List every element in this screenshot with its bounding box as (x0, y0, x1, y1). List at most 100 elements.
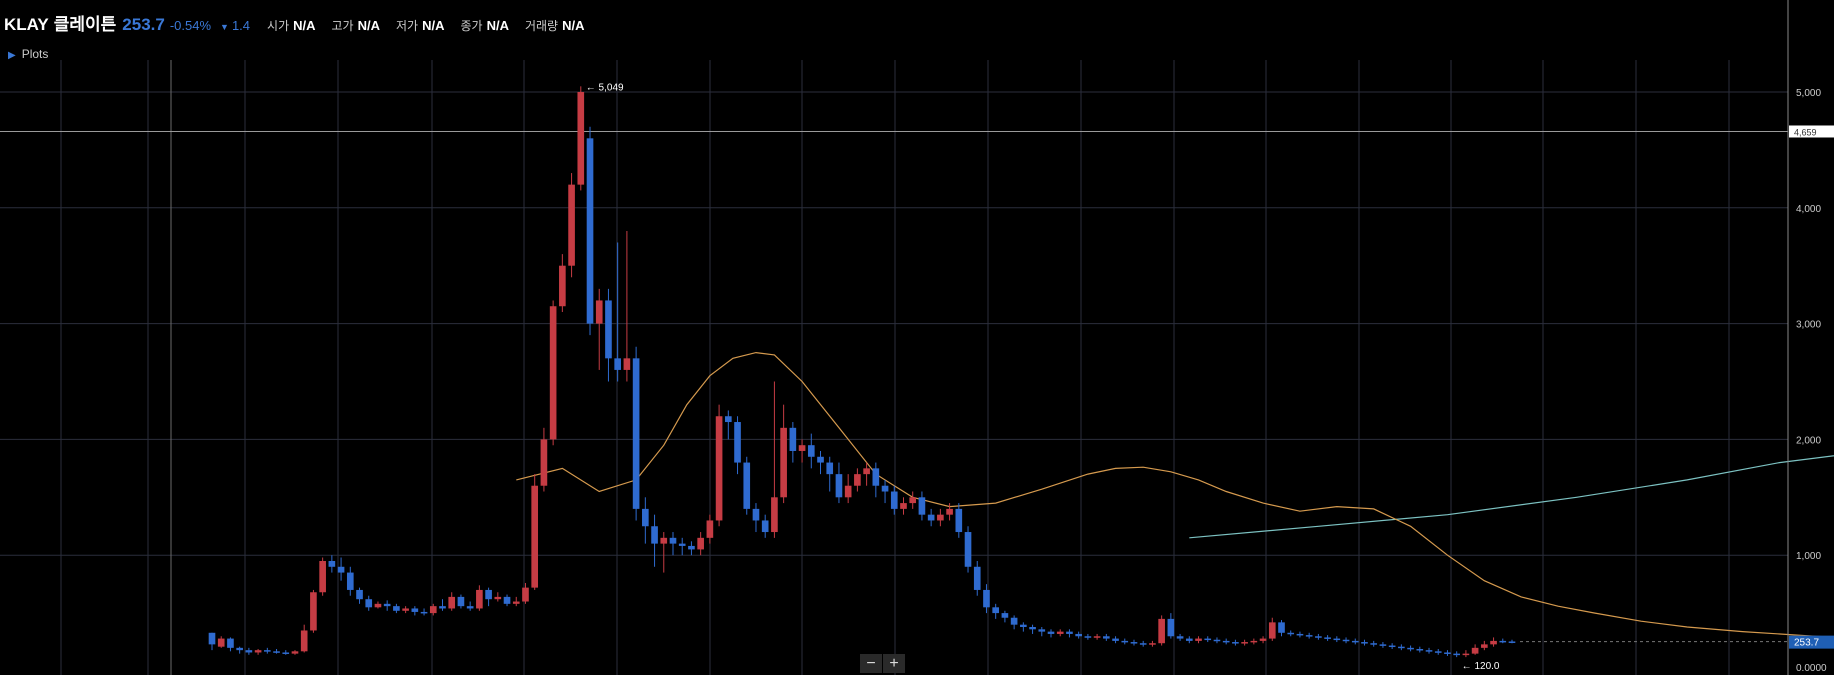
candle-body (955, 508, 963, 533)
candle-body (439, 606, 446, 609)
candle-body (1232, 642, 1239, 644)
stat-low-value: N/A (422, 18, 445, 33)
candle-body (669, 537, 677, 544)
candle-body (328, 560, 336, 567)
last-price-label: 253.7 (1794, 638, 1819, 649)
candle-body (1139, 643, 1147, 645)
zoom-controls: − + (860, 654, 906, 673)
symbol-header: KLAY 클레이튼 253.7 -0.54% ▼ 1.4 시가 N/A 고가 N/A … (4, 10, 585, 34)
candle-body (964, 532, 972, 567)
axis-tick-label: 3,000 (1796, 320, 1821, 331)
candle-body (1167, 618, 1175, 637)
candle-body (346, 572, 354, 590)
moving-average-short (516, 351, 1834, 638)
candle-body (1481, 644, 1488, 648)
candle-body (623, 358, 631, 370)
candle-body (1213, 639, 1221, 642)
candle-body (678, 543, 686, 546)
candle-body (549, 306, 557, 440)
candle-body (393, 606, 400, 611)
candle-body (688, 545, 695, 550)
candle-body (466, 606, 474, 609)
candle-body (1453, 653, 1460, 656)
candle-body (1490, 640, 1497, 645)
candle-body (826, 462, 834, 475)
candle-body (1379, 644, 1387, 646)
candle-body (429, 606, 437, 614)
candle-body (1407, 647, 1414, 650)
candle-body (1287, 632, 1295, 635)
candle-body (1075, 633, 1082, 637)
candle-body (1388, 645, 1396, 648)
candle-body (365, 599, 373, 608)
price-axis: 5,000 4,000 3,000 2,000 1,000 0.0000 4,659 253.… (1787, 0, 1834, 675)
candle-body (402, 608, 409, 611)
candle-body (651, 526, 658, 544)
candle-body (1176, 636, 1184, 639)
candle-body (706, 520, 714, 538)
candle-body (227, 638, 234, 648)
candle-body (577, 92, 585, 185)
candle-body (734, 422, 741, 463)
candle-body (937, 514, 944, 521)
candle-body (1342, 639, 1350, 642)
plots-toggle[interactable]: ▶ Plots (8, 47, 48, 61)
candle-body (310, 592, 317, 631)
candle-body (890, 491, 898, 509)
candle-body (1222, 640, 1230, 643)
last-price-badge (1789, 635, 1834, 649)
candle-body (660, 537, 668, 544)
candle-body (789, 427, 797, 451)
candle-body (420, 611, 428, 614)
candle-body (1425, 650, 1433, 652)
triangle-down-icon: ▼ (220, 22, 229, 32)
candle-body (494, 596, 502, 600)
candle-body (1462, 653, 1470, 656)
candle-body (512, 601, 520, 604)
crosshair-price-badge (1789, 125, 1834, 138)
candle-body (1268, 622, 1276, 639)
low-annotation: ← 120.0 (1462, 661, 1500, 672)
chart-grid (0, 60, 1788, 675)
axis-tick-label: 5,000 (1796, 88, 1821, 99)
candle-body (595, 300, 603, 324)
candle-body (1351, 640, 1359, 643)
candle-body (485, 589, 492, 600)
candle-body (1305, 635, 1313, 637)
candle-body (300, 630, 308, 652)
zoom-in-button[interactable]: + (883, 654, 905, 673)
candle-body (632, 358, 640, 509)
candle-body (356, 589, 363, 600)
candle-body (909, 497, 917, 504)
candle-body (1121, 640, 1129, 643)
candle-body (946, 508, 953, 515)
candle-body (761, 520, 769, 533)
candle-body (531, 485, 539, 588)
candle-body (1029, 626, 1036, 630)
candle-body (1315, 636, 1322, 638)
candle-body (642, 508, 649, 527)
stat-low: 저가 N/A (396, 17, 444, 34)
crosshair-price-label: 4,659 (1794, 127, 1817, 137)
candle-body (973, 566, 981, 590)
candle-body (1398, 646, 1405, 649)
candle-body (586, 138, 594, 324)
axis-tick-label: 1,000 (1796, 551, 1821, 562)
candle-body (1056, 631, 1064, 634)
zoom-out-button[interactable]: − (860, 654, 882, 673)
current-price: 253.7 (122, 15, 165, 34)
axis-tick-label: 0.0000 (1796, 663, 1827, 674)
high-annotation: ← 5,049 (586, 82, 624, 93)
chart-overlay: ← 5,049 ← 120.0 (586, 82, 1788, 672)
candle-body (457, 596, 465, 607)
candle-body (983, 589, 990, 608)
candle-body (780, 427, 787, 498)
candle-body (1185, 638, 1193, 641)
stat-volume: 거래량 N/A (525, 17, 585, 34)
candle-body (411, 608, 419, 612)
candle-body (992, 607, 1000, 614)
moving-average-long (1189, 455, 1834, 539)
candle-body (854, 474, 861, 486)
triangle-right-icon: ▶ (8, 50, 16, 61)
